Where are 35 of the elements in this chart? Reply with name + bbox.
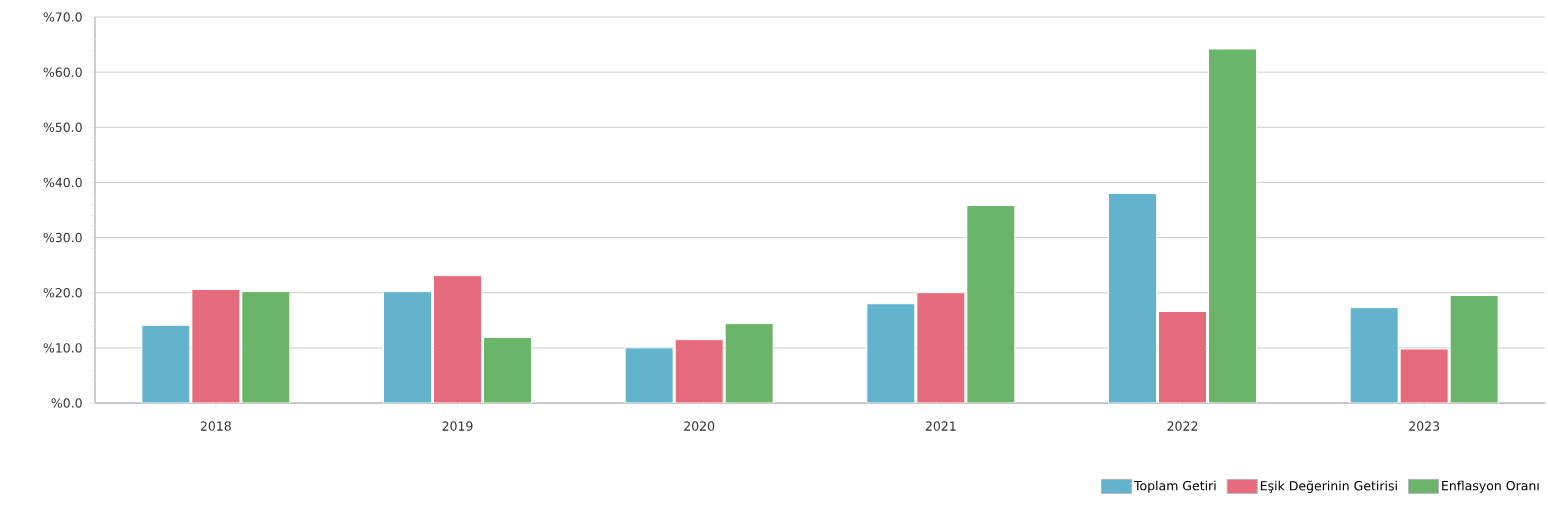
legend-label: Toplam Getiri xyxy=(1133,480,1216,493)
x-tick-label: 2018 xyxy=(200,421,231,431)
y-tick-label: %0.0 xyxy=(51,398,82,408)
y-tick-label: %30.0 xyxy=(43,232,82,243)
bar xyxy=(966,205,1016,403)
x-tick-label: 2020 xyxy=(684,421,715,431)
bar xyxy=(866,303,916,403)
legend-label: Enflasyon Oranı xyxy=(1442,480,1539,493)
bar xyxy=(1158,310,1207,403)
bar xyxy=(1349,307,1399,403)
y-tick-label: %10.0 xyxy=(43,343,82,353)
bar xyxy=(916,292,966,403)
y-tick-label: %20.0 xyxy=(43,287,82,298)
bar xyxy=(483,336,532,403)
bar xyxy=(433,275,482,403)
bar xyxy=(1108,192,1157,403)
bar xyxy=(1449,294,1499,403)
bar xyxy=(674,339,724,403)
x-tick-label: 2019 xyxy=(442,421,473,431)
bar xyxy=(724,323,774,403)
bar xyxy=(191,288,241,403)
bar xyxy=(141,324,191,403)
y-tick-label: %70.0 xyxy=(43,12,82,22)
bar xyxy=(383,291,432,403)
bar xyxy=(624,347,674,403)
x-tick-label: 2023 xyxy=(1409,421,1440,431)
y-tick-label: %50.0 xyxy=(43,122,82,133)
x-tick-label: 2022 xyxy=(1167,421,1198,431)
bar xyxy=(1399,348,1449,403)
legend-label: Eşik Değerinin Getirisi xyxy=(1260,480,1397,493)
bar xyxy=(1208,48,1257,403)
bar xyxy=(241,291,291,403)
y-tick-label: %60.0 xyxy=(43,67,82,77)
x-tick-label: 2021 xyxy=(925,421,956,431)
y-tick-label: %40.0 xyxy=(43,177,82,188)
